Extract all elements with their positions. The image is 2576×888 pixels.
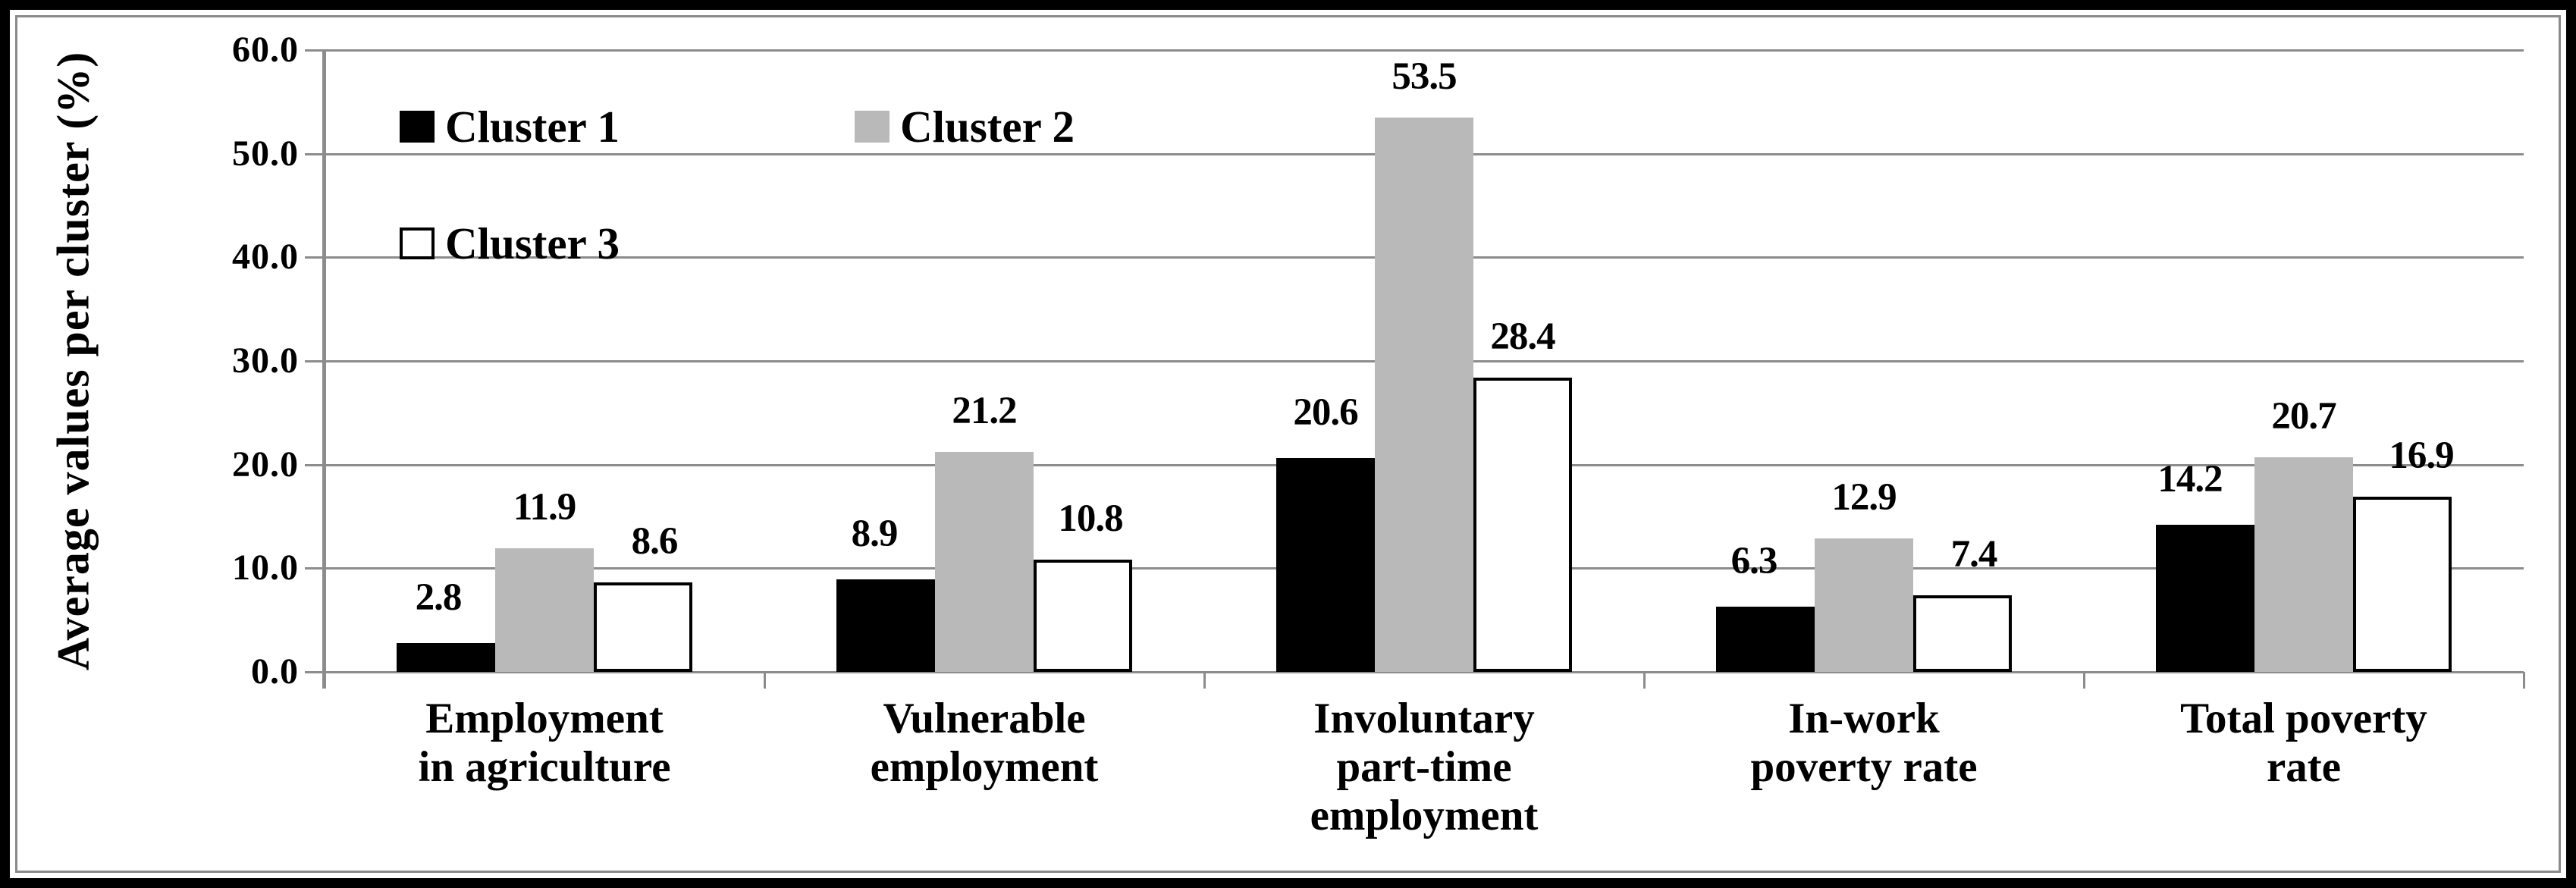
x-axis-tick xyxy=(324,672,326,689)
bar-cluster-1-cat3 xyxy=(1276,458,1375,672)
legend-item-cluster-2: Cluster 2 xyxy=(855,96,1075,157)
x-axis-tick xyxy=(2523,672,2525,689)
x-axis-category-label-line: poverty rate xyxy=(1750,742,1978,791)
x-axis-category-label-line: Involuntary xyxy=(1313,695,1535,742)
x-axis-category-label: Involuntary part-time employment xyxy=(1204,695,1644,839)
y-axis-tick-label: 40.0 xyxy=(232,237,299,278)
y-axis-tick-label: 20.0 xyxy=(232,444,299,485)
x-axis-category-label-line: Vulnerable xyxy=(883,695,1086,742)
y-axis-tick-label: 30.0 xyxy=(232,340,299,381)
bar-value-label: 28.4 xyxy=(1490,315,1555,358)
bar-value-label: 16.9 xyxy=(2389,435,2454,477)
y-axis-tick xyxy=(305,463,325,466)
x-axis-category-label-line: employment xyxy=(1310,791,1539,839)
bar-value-label: 8.9 xyxy=(851,513,899,555)
y-axis-tick-label: 0.0 xyxy=(251,651,299,692)
y-axis-tick-label: 10.0 xyxy=(232,548,299,588)
x-axis-category-label: Employment in agriculture xyxy=(325,695,764,792)
bar-cluster-1-cat4 xyxy=(1716,607,1815,672)
x-axis-category-label-line: rate xyxy=(2266,742,2342,791)
bar-cluster-1-cat2 xyxy=(836,579,935,672)
bar-cluster-2-cat2 xyxy=(935,452,1034,672)
bar-value-label: 21.2 xyxy=(952,390,1017,432)
legend-label: Cluster 3 xyxy=(445,218,620,268)
y-axis-tick xyxy=(305,152,325,155)
bar-cluster-1-cat5 xyxy=(2156,525,2254,672)
bar-value-label: 2.8 xyxy=(415,576,463,619)
bar-cluster-3-cat3 xyxy=(1473,378,1572,672)
x-axis-category-label: Vulnerable employment xyxy=(764,695,1204,792)
bar-value-label: 6.3 xyxy=(1730,540,1778,582)
y-axis-tick-label: 60.0 xyxy=(232,30,299,70)
gridline xyxy=(325,671,2524,673)
x-axis-tick xyxy=(1643,672,1646,689)
x-axis-category-label-line: Employment xyxy=(425,695,664,742)
bar-value-label: 10.8 xyxy=(1058,497,1123,540)
bar-cluster-1-cat1 xyxy=(397,643,495,672)
y-axis-tick xyxy=(305,49,325,52)
gridline xyxy=(325,49,2524,52)
x-axis-category-label-line: Total poverty xyxy=(2180,695,2427,742)
y-axis-tick xyxy=(305,671,325,673)
bar-value-label: 14.2 xyxy=(2157,458,2223,500)
legend-swatch-cluster-1 xyxy=(400,111,435,143)
legend-label: Cluster 1 xyxy=(445,101,620,152)
bar-cluster-3-cat5 xyxy=(2353,497,2452,672)
bar-cluster-3-cat4 xyxy=(1913,595,2012,672)
legend-label: Cluster 2 xyxy=(900,101,1075,152)
bar-cluster-3-cat1 xyxy=(594,582,692,672)
y-axis-tick xyxy=(305,360,325,362)
legend-item-cluster-3: Cluster 3 xyxy=(400,213,620,274)
bar-cluster-2-cat1 xyxy=(495,548,594,672)
y-axis-line xyxy=(322,50,326,689)
bar-value-label: 8.6 xyxy=(631,520,679,563)
legend-item-cluster-1: Cluster 1 xyxy=(400,96,620,157)
y-axis-tick xyxy=(305,567,325,570)
x-axis-category-label-line: In-work xyxy=(1788,695,1940,742)
bar-cluster-2-cat3 xyxy=(1375,118,1473,672)
bar-cluster-3-cat2 xyxy=(1034,560,1132,672)
bar-value-label: 20.6 xyxy=(1293,391,1358,434)
bar-value-label: 20.7 xyxy=(2271,395,2336,438)
bar-value-label: 53.5 xyxy=(1392,55,1457,98)
x-axis-category-label-line: part-time xyxy=(1336,742,1512,791)
bar-cluster-2-cat4 xyxy=(1815,538,1913,672)
x-axis-tick xyxy=(2083,672,2085,689)
x-axis-category-label-line: employment xyxy=(870,742,1099,791)
bar-value-label: 7.4 xyxy=(1950,533,1998,576)
y-axis-tick-label: 50.0 xyxy=(232,133,299,174)
bar-value-label: 11.9 xyxy=(513,486,576,529)
y-axis-tick xyxy=(305,256,325,259)
x-axis-tick xyxy=(1203,672,1206,689)
x-axis-category-label-line: in agriculture xyxy=(418,742,671,791)
bar-cluster-2-cat5 xyxy=(2254,457,2353,672)
x-axis-category-label: In-work poverty rate xyxy=(1644,695,2084,792)
legend-swatch-cluster-3 xyxy=(400,227,435,259)
bar-value-label: 12.9 xyxy=(1831,476,1897,519)
x-axis-tick xyxy=(764,672,766,689)
legend-swatch-cluster-2 xyxy=(855,111,890,143)
x-axis-category-label: Total poverty rate xyxy=(2084,695,2524,792)
